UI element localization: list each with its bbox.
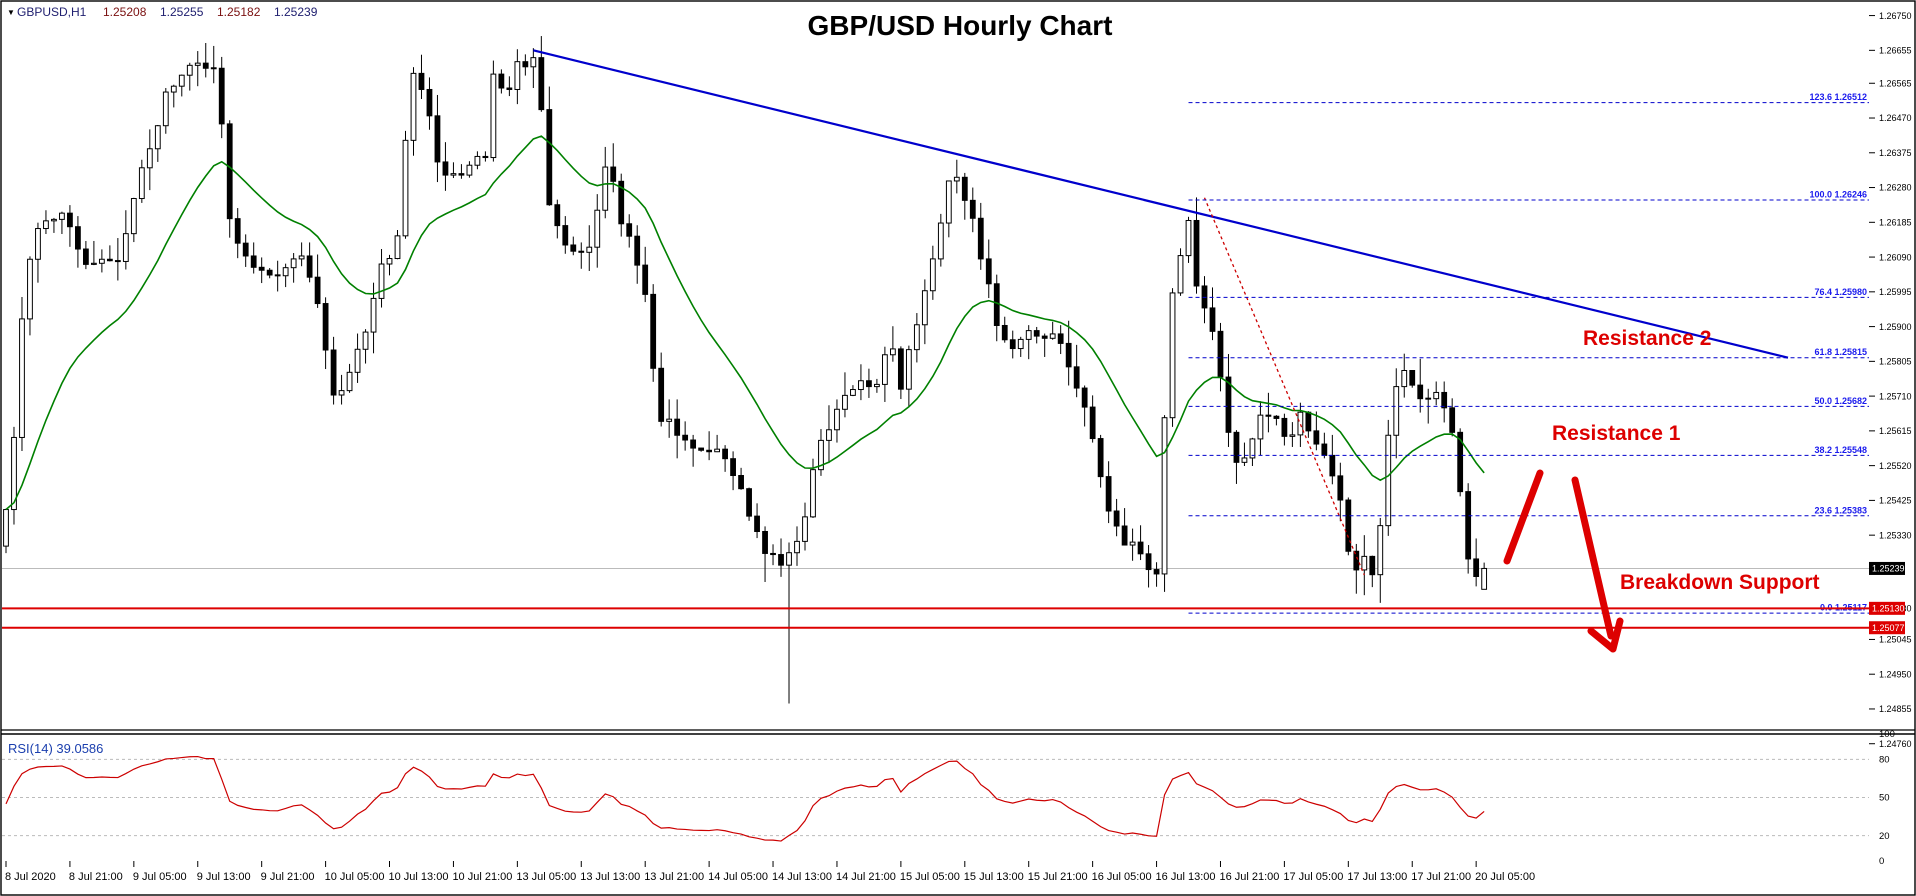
svg-text:14 Jul 21:00: 14 Jul 21:00 xyxy=(836,871,896,883)
svg-text:1.25710: 1.25710 xyxy=(1879,391,1912,401)
svg-text:1.25130: 1.25130 xyxy=(1872,604,1905,614)
svg-text:9 Jul 05:00: 9 Jul 05:00 xyxy=(133,871,187,883)
svg-text:16 Jul 13:00: 16 Jul 13:00 xyxy=(1156,871,1216,883)
svg-text:13 Jul 05:00: 13 Jul 05:00 xyxy=(516,871,576,883)
svg-text:1.25077: 1.25077 xyxy=(1872,623,1905,633)
svg-text:GBPUSD,H1: GBPUSD,H1 xyxy=(17,5,87,19)
svg-text:1.25900: 1.25900 xyxy=(1879,322,1912,332)
svg-text:GBP/USD Hourly Chart: GBP/USD Hourly Chart xyxy=(808,10,1113,41)
svg-text:10 Jul 13:00: 10 Jul 13:00 xyxy=(389,871,449,883)
svg-text:76.4 1.25980: 76.4 1.25980 xyxy=(1814,287,1867,297)
svg-text:1.25182: 1.25182 xyxy=(217,5,261,19)
svg-text:14 Jul 05:00: 14 Jul 05:00 xyxy=(708,871,768,883)
svg-text:1.25615: 1.25615 xyxy=(1879,426,1912,436)
svg-text:▼: ▼ xyxy=(7,8,15,17)
svg-text:1.26280: 1.26280 xyxy=(1879,183,1912,193)
svg-text:20 Jul 05:00: 20 Jul 05:00 xyxy=(1475,871,1535,883)
svg-text:0: 0 xyxy=(1879,856,1884,867)
svg-text:8 Jul 21:00: 8 Jul 21:00 xyxy=(69,871,123,883)
svg-text:1.26655: 1.26655 xyxy=(1879,46,1912,56)
svg-text:123.6 1.26512: 123.6 1.26512 xyxy=(1809,92,1867,102)
svg-text:61.8 1.25815: 61.8 1.25815 xyxy=(1814,347,1867,357)
svg-text:1.26090: 1.26090 xyxy=(1879,252,1912,262)
svg-text:100.0 1.26246: 100.0 1.26246 xyxy=(1809,189,1867,199)
svg-text:10 Jul 05:00: 10 Jul 05:00 xyxy=(325,871,385,883)
svg-text:1.26375: 1.26375 xyxy=(1879,148,1912,158)
svg-text:1.25239: 1.25239 xyxy=(1872,564,1905,574)
svg-text:1.24950: 1.24950 xyxy=(1879,669,1912,679)
svg-text:1.25805: 1.25805 xyxy=(1879,357,1912,367)
svg-text:20: 20 xyxy=(1879,831,1890,842)
svg-text:17 Jul 13:00: 17 Jul 13:00 xyxy=(1347,871,1407,883)
svg-text:1.25045: 1.25045 xyxy=(1879,635,1912,645)
svg-text:8 Jul 2020: 8 Jul 2020 xyxy=(5,871,56,883)
svg-text:1.24760: 1.24760 xyxy=(1879,739,1912,749)
svg-text:1.25425: 1.25425 xyxy=(1879,496,1912,506)
svg-text:9 Jul 13:00: 9 Jul 13:00 xyxy=(197,871,251,883)
svg-text:16 Jul 05:00: 16 Jul 05:00 xyxy=(1092,871,1152,883)
svg-text:Resistance 2: Resistance 2 xyxy=(1583,327,1711,350)
svg-text:16 Jul 21:00: 16 Jul 21:00 xyxy=(1219,871,1279,883)
svg-text:1.25255: 1.25255 xyxy=(160,5,204,19)
svg-text:50.0 1.25682: 50.0 1.25682 xyxy=(1814,396,1867,406)
svg-text:15 Jul 05:00: 15 Jul 05:00 xyxy=(900,871,960,883)
svg-text:1.25520: 1.25520 xyxy=(1879,461,1912,471)
svg-text:1.26565: 1.26565 xyxy=(1879,78,1912,88)
svg-text:Breakdown Support: Breakdown Support xyxy=(1620,571,1820,594)
svg-text:100: 100 xyxy=(1879,729,1895,740)
svg-text:14 Jul 13:00: 14 Jul 13:00 xyxy=(772,871,832,883)
svg-text:1.25239: 1.25239 xyxy=(274,5,318,19)
svg-text:1.25208: 1.25208 xyxy=(103,5,147,19)
svg-text:1.26750: 1.26750 xyxy=(1879,11,1912,21)
svg-text:15 Jul 13:00: 15 Jul 13:00 xyxy=(964,871,1024,883)
svg-text:1.26185: 1.26185 xyxy=(1879,218,1912,228)
svg-text:23.6 1.25383: 23.6 1.25383 xyxy=(1814,505,1867,515)
svg-text:10 Jul 21:00: 10 Jul 21:00 xyxy=(452,871,512,883)
svg-text:15 Jul 21:00: 15 Jul 21:00 xyxy=(1028,871,1088,883)
svg-text:1.25995: 1.25995 xyxy=(1879,287,1912,297)
svg-text:13 Jul 13:00: 13 Jul 13:00 xyxy=(580,871,640,883)
svg-text:9 Jul 21:00: 9 Jul 21:00 xyxy=(261,871,315,883)
svg-text:17 Jul 05:00: 17 Jul 05:00 xyxy=(1283,871,1343,883)
svg-text:RSI(14) 39.0586: RSI(14) 39.0586 xyxy=(8,741,103,756)
svg-text:1.24855: 1.24855 xyxy=(1879,704,1912,714)
svg-text:80: 80 xyxy=(1879,755,1890,766)
svg-text:1.26470: 1.26470 xyxy=(1879,113,1912,123)
svg-text:13 Jul 21:00: 13 Jul 21:00 xyxy=(644,871,704,883)
svg-text:17 Jul 21:00: 17 Jul 21:00 xyxy=(1411,871,1471,883)
svg-text:50: 50 xyxy=(1879,793,1890,804)
svg-text:1.25330: 1.25330 xyxy=(1879,530,1912,540)
svg-text:Resistance 1: Resistance 1 xyxy=(1552,422,1681,445)
svg-text:38.2 1.25548: 38.2 1.25548 xyxy=(1814,445,1867,455)
